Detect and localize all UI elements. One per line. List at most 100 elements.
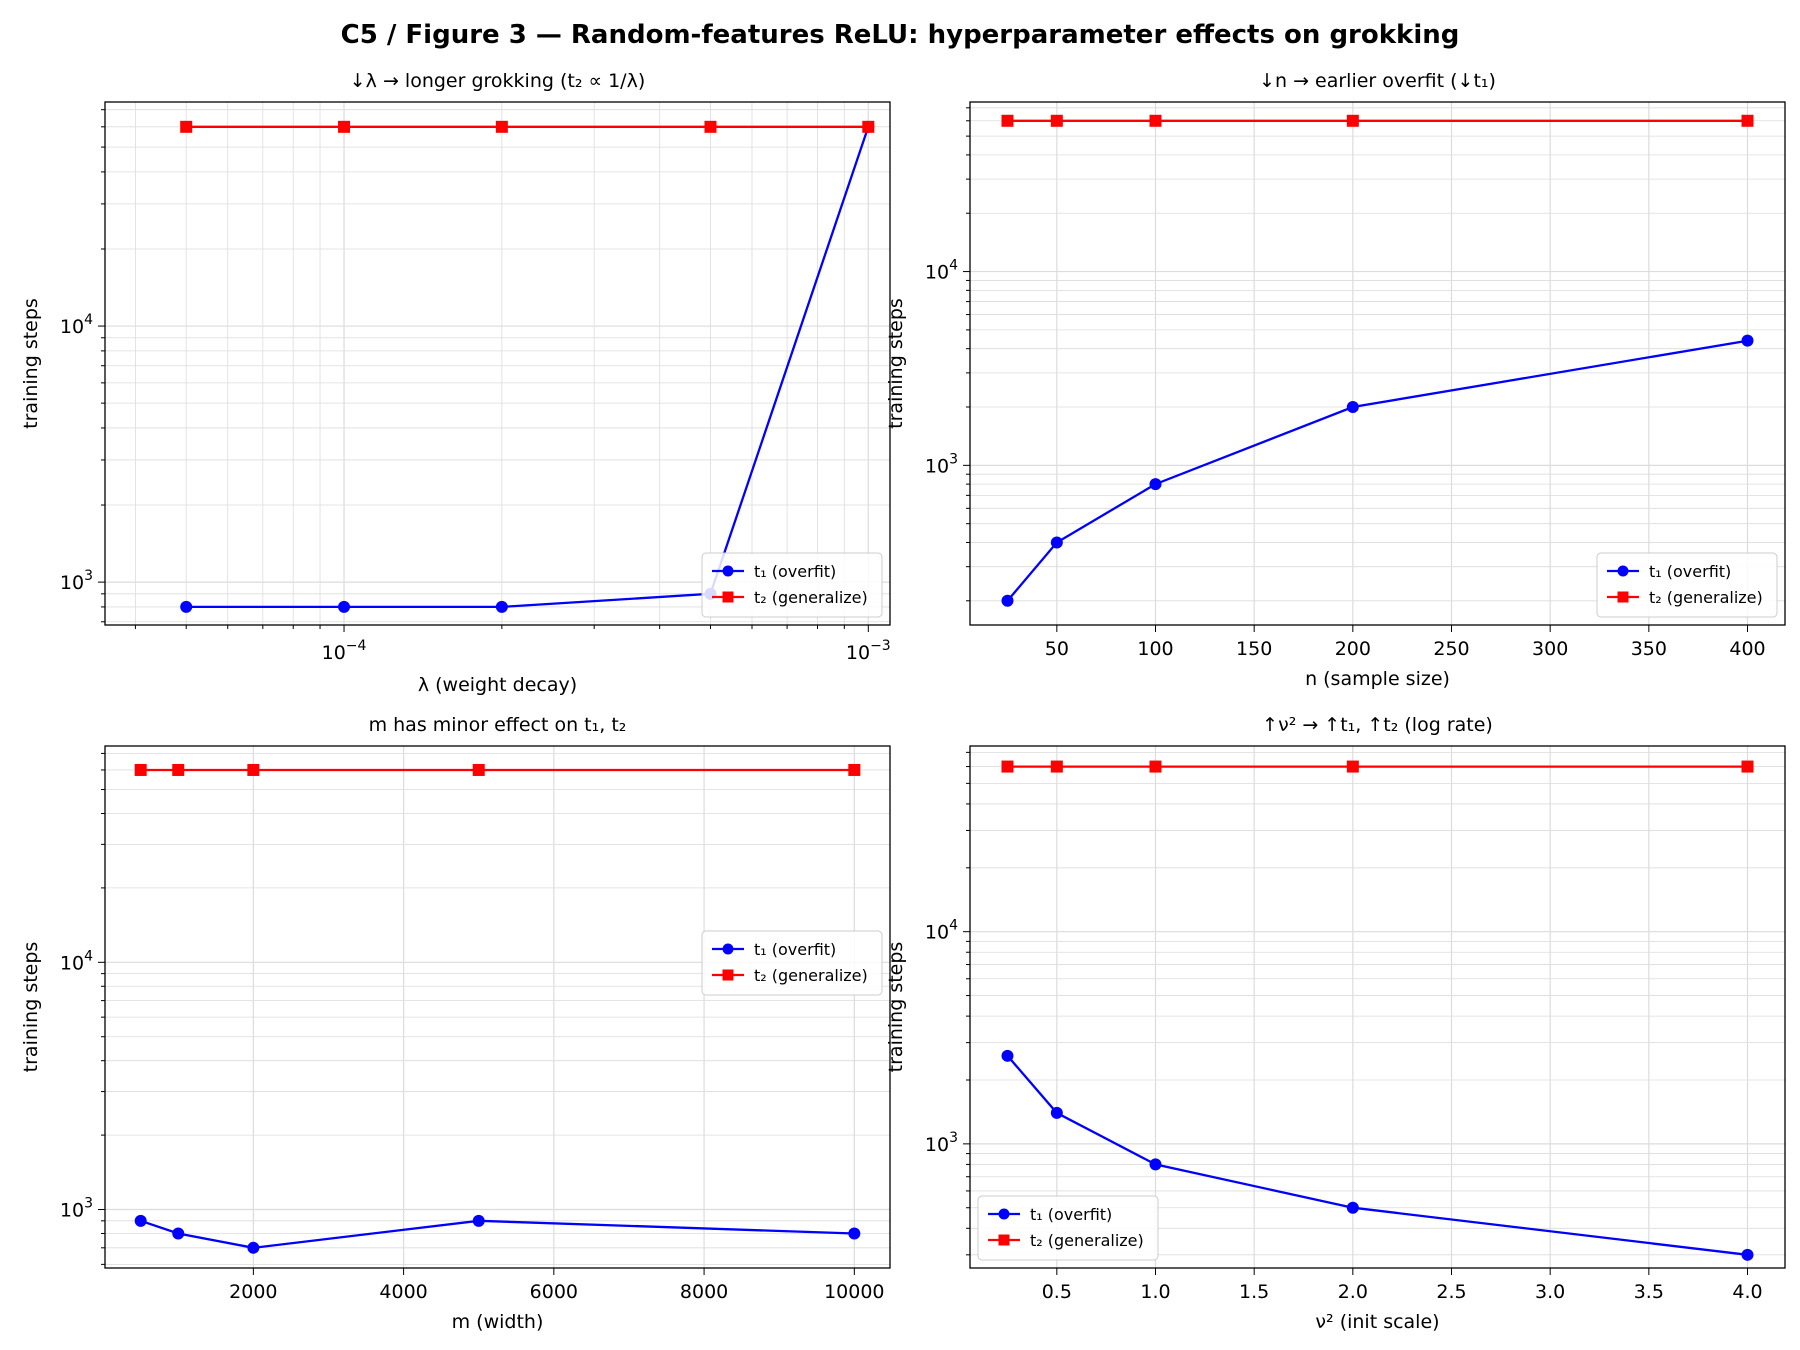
chart-title: ↑ν² → ↑t₁, ↑t₂ (log rate) [1262,714,1493,736]
legend: t₁ (overfit) t₂ (generalize) [701,552,883,618]
data-point-t1 [1149,1158,1162,1171]
data-point-t2 [1050,760,1063,773]
legend-box [977,1195,1159,1261]
axes-frame [969,745,1786,1269]
figure-title: C5 / Figure 3 — Random-features ReLU: hy… [340,20,1460,50]
x-tick-label: 1.5 [1239,1281,1269,1303]
data-point-t1 [1346,1201,1359,1214]
chart-panel-4: 0.5 1.0 1.5 2.0 2.5 3.0 3.5 4.0 103 104 ↑ν² → ↑t₁,… [885,714,1786,1333]
x-tick-label: 4000 [379,1281,427,1303]
y-axis-label: training steps [885,298,907,429]
legend-marker [722,969,734,981]
y-tick-label: 103 [925,451,958,477]
legend-marker [1617,591,1629,603]
legend-marker [998,1208,1010,1220]
x-tick-label: 6000 [530,1281,578,1303]
legend: t₁ (overfit) t₂ (generalize) [1596,552,1778,618]
legend-marker [722,943,734,955]
legend-label: t₂ (generalize) [754,588,868,607]
legend-marker [1617,565,1629,577]
legend-label: t₁ (overfit) [1649,562,1731,581]
data-point-t2 [1149,760,1162,773]
data-point-t1 [134,1214,147,1227]
data-point-t1 [848,1227,861,1240]
legend-label: t₂ (generalize) [1030,1231,1144,1250]
y-tick-label: 103 [925,1130,958,1156]
data-point-t1 [472,1214,485,1227]
y-tick-label: 104 [925,918,958,944]
data-point-t1 [1149,478,1162,491]
data-point-t1 [495,600,508,613]
axes-frame [104,101,891,626]
data-point-t1 [247,1241,260,1254]
data-point-t1 [1001,1049,1014,1062]
x-tick-label: 2000 [229,1281,277,1303]
data-point-t2 [1741,114,1754,127]
x-tick-label: 350 [1631,638,1667,660]
chart-title: ↓λ → longer grokking (t₂ ∝ 1/λ) [350,70,646,92]
data-point-t2 [1346,114,1359,127]
y-tick-label: 103 [60,568,93,594]
x-tick-label: 50 [1045,638,1069,660]
x-tick-label: 10−3 [846,638,891,664]
x-axis-label: λ (weight decay) [418,674,577,696]
x-tick-label: 10−4 [322,638,367,664]
data-point-t1 [1050,1106,1063,1119]
data-point-t2 [848,763,861,776]
chart-panel-3: 2000 4000 6000 8000 10000 103 104 m has minor e… [20,714,891,1333]
x-tick-label: 8000 [680,1281,728,1303]
data-point-t1 [1346,401,1359,414]
data-point-t1 [172,1227,185,1240]
y-axis-label: training steps [20,942,42,1073]
x-tick-label: 100 [1137,638,1173,660]
legend: t₁ (overfit) t₂ (generalize) [977,1195,1159,1261]
chart-title: ↓n → earlier overfit (↓t₁) [1259,70,1496,92]
data-point-t2 [472,763,485,776]
data-point-t2 [338,120,351,133]
data-point-t2 [862,120,875,133]
data-point-t2 [1346,760,1359,773]
legend-label: t₂ (generalize) [1649,588,1763,607]
legend-marker [722,565,734,577]
legend-label: t₁ (overfit) [754,562,836,581]
axes-frame [969,101,1786,626]
y-tick-label: 103 [60,1196,93,1222]
data-point-t2 [1001,114,1014,127]
data-point-t2 [1149,114,1162,127]
x-tick-label: 1.0 [1140,1281,1170,1303]
chart-panel-1: 10−4 10−3 103 104 ↓λ → longer grokking (t₂ ∝… [20,70,891,696]
data-point-t2 [1001,760,1014,773]
legend-label: t₁ (overfit) [1030,1205,1112,1224]
legend-box [701,930,883,996]
x-tick-label: 200 [1335,638,1371,660]
y-axis-label: training steps [885,942,907,1073]
data-point-t1 [1741,1248,1754,1261]
data-point-t2 [134,763,147,776]
y-tick-label: 104 [60,312,93,338]
axes-frame [104,745,891,1269]
x-tick-label: 2.5 [1436,1281,1466,1303]
x-tick-label: 3.0 [1535,1281,1565,1303]
series-line-t1 [186,126,870,609]
x-tick-label: 250 [1433,638,1469,660]
data-point-t1 [338,600,351,613]
x-tick-label: 10000 [824,1281,884,1303]
x-tick-label: 4.0 [1732,1281,1762,1303]
data-point-t1 [180,600,193,613]
x-axis-label: m (width) [452,1311,544,1333]
data-point-t1 [1050,536,1063,549]
x-tick-label: 300 [1532,638,1568,660]
x-tick-label: 3.5 [1634,1281,1664,1303]
y-axis-label: training steps [20,298,42,429]
x-tick-label: 400 [1729,638,1765,660]
legend: t₁ (overfit) t₂ (generalize) [701,930,883,996]
data-point-t2 [1741,760,1754,773]
chart-panel-2: 50 100 150 200 250 300 350 400 103 104 ↓n → earlie… [885,70,1786,690]
data-point-t1 [1741,334,1754,347]
data-point-t2 [247,763,260,776]
chart-title: m has minor effect on t₁, t₂ [369,714,627,736]
data-point-t2 [180,120,193,133]
legend-marker [722,591,734,603]
data-point-t2 [704,120,717,133]
